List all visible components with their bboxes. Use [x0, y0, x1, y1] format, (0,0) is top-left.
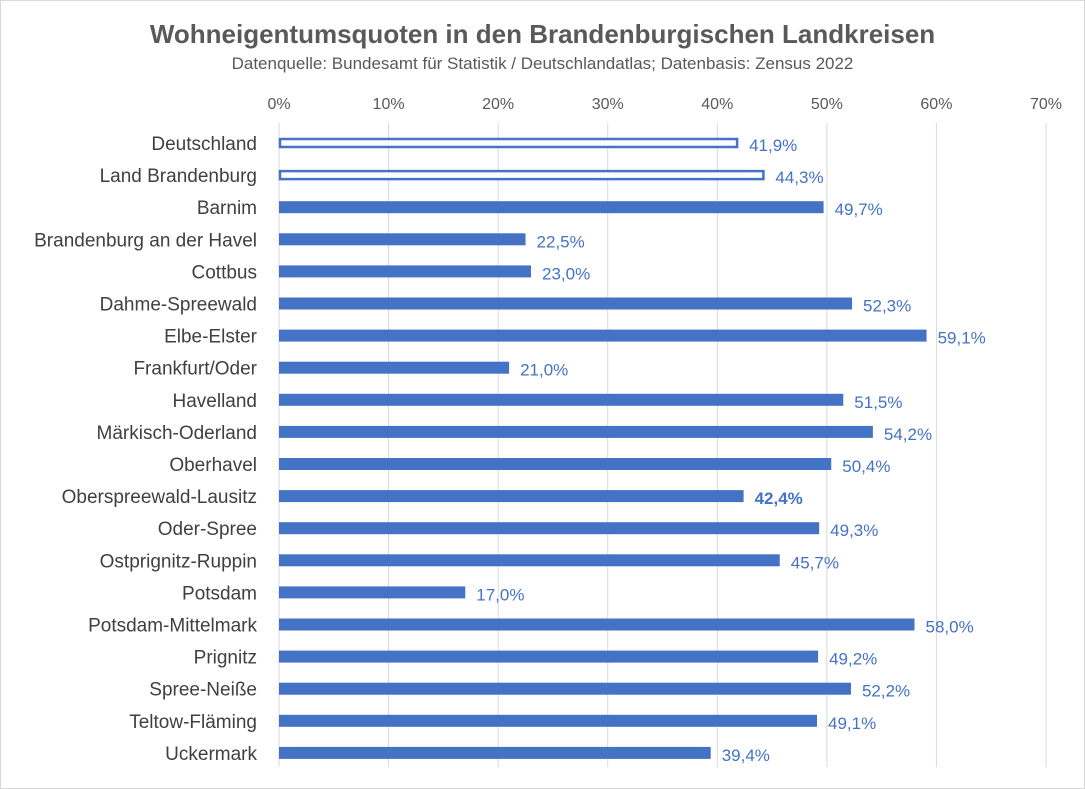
- data-label: 58,0%: [926, 618, 974, 637]
- bar: [279, 490, 744, 503]
- data-label: 42,4%: [755, 489, 803, 508]
- bar: [278, 137, 739, 149]
- category-label: Potsdam: [182, 583, 257, 604]
- bar: [279, 393, 844, 406]
- bar: [279, 361, 510, 374]
- data-label: 41,9%: [749, 136, 797, 155]
- x-tick-label: 60%: [920, 96, 952, 113]
- category-label: Potsdam-Mittelmark: [88, 616, 257, 637]
- category-label: Elbe-Elster: [164, 327, 258, 348]
- category-label: Dahme-Spreewald: [100, 295, 257, 316]
- category-label: Uckermark: [165, 744, 257, 765]
- x-tick-label: 20%: [482, 96, 514, 113]
- bar: [279, 522, 820, 535]
- category-label: Brandenburg an der Havel: [34, 230, 257, 251]
- bar: [279, 746, 711, 759]
- chart-title: Wohneigentumsquoten in den Brandenburgis…: [149, 19, 936, 49]
- data-label: 39,4%: [722, 746, 770, 765]
- category-label: Cottbus: [192, 262, 257, 283]
- data-label: 49,7%: [835, 200, 883, 219]
- bar: [279, 458, 832, 470]
- data-label: 59,1%: [938, 329, 986, 348]
- data-label: 51,5%: [854, 393, 902, 412]
- data-label: 44,3%: [775, 168, 823, 187]
- x-tick-label: 0%: [267, 96, 290, 113]
- data-label: 22,5%: [537, 232, 585, 251]
- category-labels: Deutschland Land Brandenburg Barnim Branden…: [34, 134, 258, 765]
- data-label: 45,7%: [791, 553, 839, 572]
- bar: [279, 618, 915, 631]
- bar: [279, 682, 851, 695]
- data-label: 49,2%: [829, 650, 877, 669]
- category-label: Frankfurt/Oder: [133, 359, 257, 380]
- data-label: 50,4%: [842, 457, 890, 476]
- bar: [279, 297, 853, 310]
- category-label: Prignitz: [194, 648, 257, 669]
- data-label: 17,0%: [476, 585, 524, 604]
- data-label: 23,0%: [542, 264, 590, 283]
- chart-subtitle: Datenquelle: Bundesamt für Statistik / D…: [231, 54, 854, 73]
- category-label: Barnim: [197, 198, 257, 219]
- category-label: Märkisch-Oderland: [97, 423, 258, 444]
- x-tick-label: 10%: [373, 96, 405, 113]
- bar: [279, 586, 466, 599]
- x-axis-ticks: 0% 10% 20% 30% 40% 50% 60% 70%: [267, 96, 1062, 113]
- category-label: Oberhavel: [169, 455, 257, 476]
- bar: [278, 169, 765, 181]
- bar: [279, 233, 526, 246]
- category-label: Land Brandenburg: [100, 166, 257, 187]
- data-label: 21,0%: [520, 361, 568, 380]
- bar: [279, 201, 824, 214]
- x-tick-label: 30%: [592, 96, 624, 113]
- bar: [279, 650, 819, 663]
- data-label: 49,1%: [828, 714, 876, 733]
- data-label: 52,3%: [863, 297, 911, 316]
- category-label: Spree-Neiße: [149, 680, 257, 701]
- x-tick-label: 70%: [1030, 96, 1062, 113]
- x-tick-label: 50%: [811, 96, 843, 113]
- gridlines: [278, 123, 1047, 767]
- category-label: Ostprignitz-Ruppin: [100, 551, 257, 572]
- category-label: Deutschland: [151, 134, 257, 155]
- category-label: Havelland: [173, 391, 258, 412]
- bar: [279, 425, 873, 438]
- data-labels: 41,9% 44,3% 49,7% 22,5% 23,0% 52,3% 59,1% 21,0%…: [476, 136, 985, 765]
- category-label: Oberspreewald-Lausitz: [62, 487, 257, 508]
- category-label: Oder-Spree: [158, 519, 257, 540]
- category-label: Teltow-Fläming: [129, 712, 257, 733]
- data-label: 54,2%: [884, 425, 932, 444]
- bar: [279, 265, 532, 278]
- data-label: 49,3%: [830, 521, 878, 540]
- bar: [279, 714, 817, 727]
- x-tick-label: 40%: [701, 96, 733, 113]
- bar: [279, 554, 780, 567]
- bar: [279, 329, 927, 342]
- bars: [278, 137, 927, 759]
- data-label: 52,2%: [862, 682, 910, 701]
